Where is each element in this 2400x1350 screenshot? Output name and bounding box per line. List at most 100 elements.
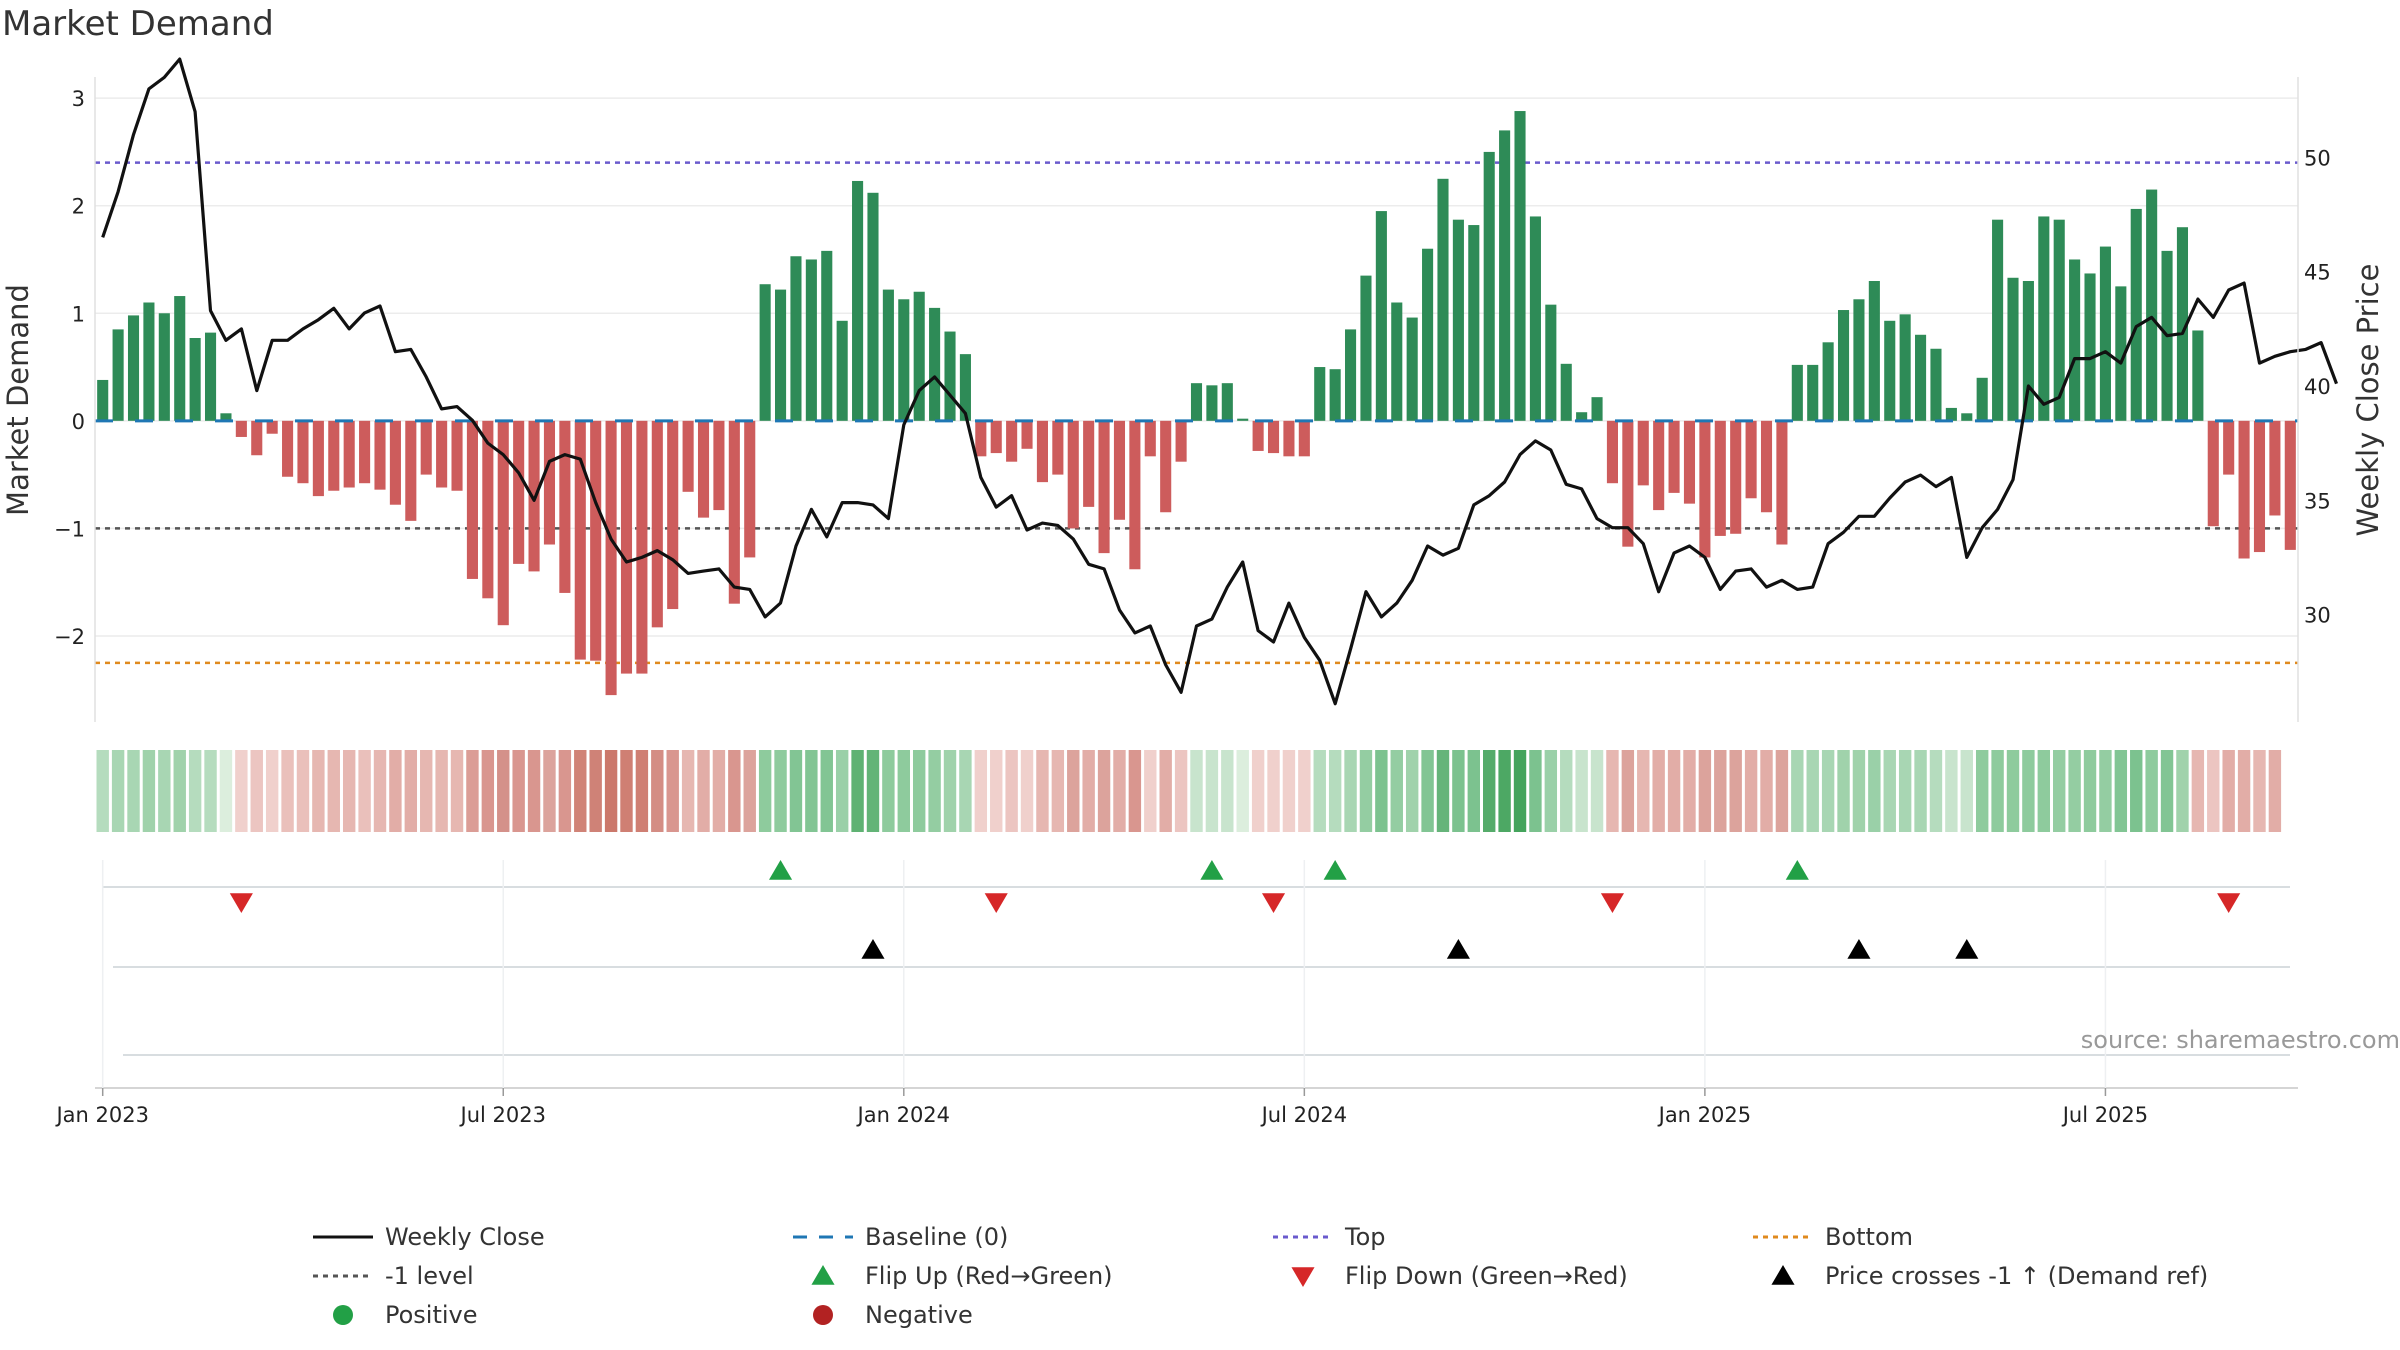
strip-cell-8 [219, 750, 233, 832]
strip-cell-89 [1467, 750, 1481, 832]
strip-cell-38 [681, 750, 695, 832]
strip-cell-28 [527, 750, 541, 832]
strip-cell-9 [235, 750, 248, 832]
demand-bar-72 [1206, 385, 1218, 421]
demand-bar-139 [2238, 420, 2250, 559]
demand-bar-121 [1961, 413, 1973, 421]
strip-cell-128 [2068, 750, 2081, 832]
flip-up-marker-1 [1200, 860, 1224, 880]
demand-bar-65 [1098, 420, 1110, 554]
y2-axis-label: Weekly Close Price [2351, 264, 2385, 537]
strip-cell-79 [1313, 750, 1326, 832]
strip-cell-10 [250, 750, 263, 832]
flip-up-marker-0 [768, 860, 793, 880]
demand-bar-0 [97, 379, 109, 421]
strip-cell-51 [882, 750, 895, 832]
strip-cell-102 [1667, 750, 1681, 832]
demand-bar-68 [1144, 420, 1156, 457]
demand-bar-98 [1606, 420, 1618, 484]
demand-bar-101 [1653, 420, 1665, 511]
legend-top-label: Top [1344, 1223, 1386, 1251]
legend-minus1-label: -1 level [385, 1262, 474, 1290]
demand-bar-70 [1175, 420, 1187, 462]
strip-cell-114 [1852, 750, 1866, 832]
y2-tick-label-1: 45 [2304, 261, 2331, 285]
y-tick-label-2: 1 [72, 302, 85, 326]
page-title: Market Demand [2, 4, 274, 44]
strip-cell-1 [111, 750, 125, 832]
demand-bar-46 [805, 259, 817, 421]
strip-cell-4 [158, 750, 171, 832]
demand-bar-74 [1237, 418, 1249, 421]
strip-cell-139 [2237, 750, 2251, 832]
strip-cell-110 [1791, 750, 1804, 832]
strip-cell-76 [1267, 750, 1280, 832]
strip-cell-90 [1483, 750, 1496, 832]
reference-levels [95, 161, 2298, 665]
strip-cell-22 [435, 750, 448, 832]
strip-cell-71 [1190, 750, 1203, 832]
demand-bar-111 [1807, 364, 1819, 421]
price-line [101, 57, 2338, 706]
demand-bar-89 [1468, 225, 1480, 421]
legend-flip-up-label: Flip Up (Red→Green) [865, 1262, 1113, 1290]
strip-cell-75 [1251, 750, 1265, 832]
strip-cell-59 [1005, 750, 1018, 832]
strip-cell-0 [96, 750, 109, 832]
strip-cell-97 [1590, 750, 1604, 832]
demand-bar-60 [1021, 420, 1033, 449]
strip-cell-3 [142, 750, 156, 832]
demand-bar-55 [944, 331, 956, 421]
strip-cell-101 [1652, 750, 1665, 832]
demand-bar-7 [204, 332, 217, 421]
strip-cell-69 [1159, 750, 1172, 832]
price-cross-marker-1 [1446, 939, 1470, 959]
strip-cell-61 [1036, 750, 1049, 832]
strip-cell-88 [1452, 750, 1465, 832]
demand-bar-92 [1514, 111, 1526, 421]
strip-cell-42 [743, 750, 756, 832]
y-tick-label-3: 0 [72, 410, 85, 434]
demand-bar-103 [1683, 420, 1696, 504]
strip-cell-107 [1744, 750, 1758, 832]
demand-bar-137 [2207, 420, 2219, 527]
strip-cell-83 [1375, 750, 1388, 832]
demand-bar-49 [852, 180, 864, 421]
demand-bar-27 [513, 420, 525, 564]
demand-bar-71 [1190, 383, 1203, 421]
demand-bar-58 [990, 420, 1002, 454]
legend-flip-up-swatch [811, 1265, 835, 1285]
demand-bar-99 [1622, 420, 1634, 547]
demand-bar-140 [2253, 420, 2266, 553]
strip-cell-133 [2145, 750, 2158, 832]
strip-cell-36 [651, 750, 664, 832]
strip-cell-58 [990, 750, 1003, 832]
demand-bar-128 [2069, 259, 2081, 421]
strip-cell-140 [2253, 750, 2266, 832]
strip-cell-39 [697, 750, 710, 832]
demand-bar-84 [1391, 302, 1403, 421]
legend-flip-down-swatch [1291, 1267, 1315, 1287]
source-text: source: sharemaestro.com [2081, 1026, 2400, 1054]
strip-cell-138 [2222, 750, 2235, 832]
demand-bar-78 [1298, 420, 1310, 457]
flip-down-marker-3 [1600, 893, 1625, 913]
demand-bar-16 [343, 420, 355, 488]
strip-cell-137 [2207, 750, 2220, 832]
strip-cell-93 [1529, 750, 1542, 832]
demand-bar-67 [1129, 420, 1141, 570]
flip-down-marker-0 [229, 893, 253, 913]
strip-cell-13 [296, 750, 310, 832]
strip-cell-117 [1898, 750, 1912, 832]
demand-bar-43 [759, 284, 771, 421]
demand-bar-116 [1884, 320, 1896, 421]
demand-bar-45 [790, 256, 802, 421]
y-axis-label: Market Demand [1, 284, 35, 516]
strip-cell-78 [1298, 750, 1311, 832]
x-tick-label-4: Jan 2025 [1657, 1103, 1752, 1127]
demand-bar-142 [2284, 420, 2296, 550]
event-markers [95, 860, 2298, 1089]
strip-cell-56 [959, 750, 972, 832]
strip-cell-14 [312, 750, 325, 832]
strip-cell-26 [497, 750, 510, 832]
